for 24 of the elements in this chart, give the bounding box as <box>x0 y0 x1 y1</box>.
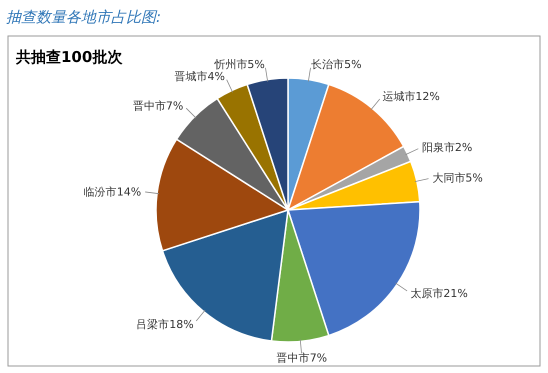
data-label: 18% <box>169 318 194 332</box>
slice-label: 晋中市 <box>276 351 310 364</box>
slice-label: 长治市 <box>311 58 344 71</box>
data-label: 5% <box>465 172 483 185</box>
chart-title: 抽查数量各地市占比图: <box>6 8 162 26</box>
slice-label: 晋城市 <box>174 70 208 84</box>
chart-subtitle: 共抽查100批次 <box>15 48 124 66</box>
data-label: 5% <box>344 58 362 71</box>
slice-label: 运城市 <box>382 90 416 103</box>
slice-label: 阳泉市 <box>422 140 455 154</box>
data-label: 2% <box>454 140 472 154</box>
slice-label: 忻州市 <box>213 58 248 71</box>
data-label: 5% <box>247 58 265 71</box>
data-label: 7% <box>310 351 328 364</box>
data-label: 7% <box>166 99 184 112</box>
data-label: 14% <box>116 185 142 198</box>
data-label: 12% <box>415 90 440 103</box>
slice-label: 大同市 <box>432 172 466 185</box>
data-label: 21% <box>443 287 468 300</box>
slice-label: 吕梁市 <box>136 318 170 332</box>
slice-label: 临汾市 <box>84 185 117 198</box>
data-label: 4% <box>208 70 225 84</box>
slice-label: 晋中市 <box>132 99 166 112</box>
slice-label: 太原市 <box>410 287 444 300</box>
